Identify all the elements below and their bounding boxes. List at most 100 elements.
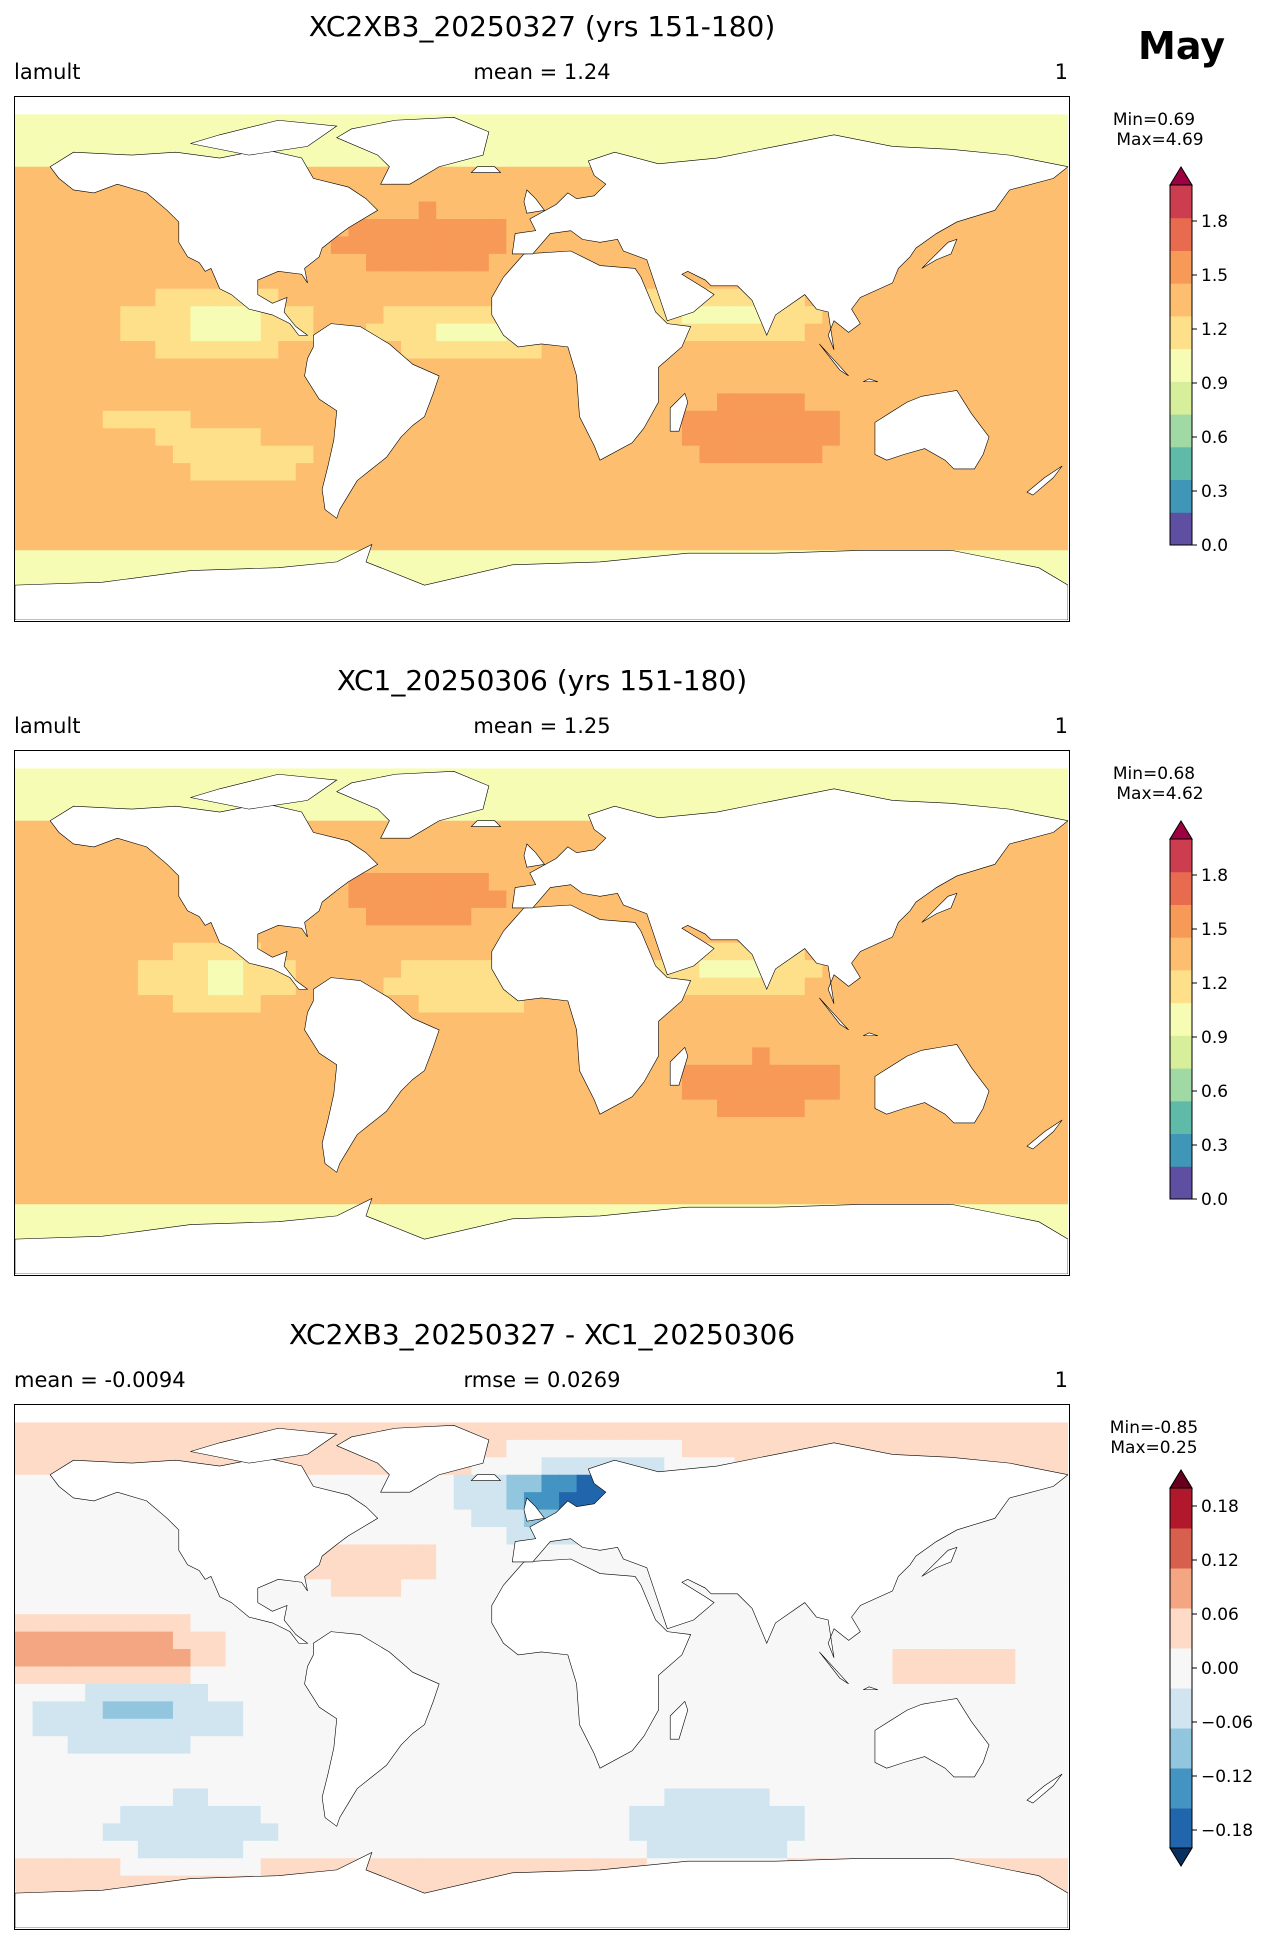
field-cell bbox=[752, 1823, 771, 1842]
field-cell bbox=[1050, 341, 1068, 360]
field-cell bbox=[15, 890, 34, 909]
field-cell bbox=[155, 785, 174, 804]
field-cell bbox=[15, 1457, 34, 1476]
field-cell bbox=[769, 1840, 788, 1859]
field-cell bbox=[734, 1840, 753, 1859]
field-cell bbox=[892, 1805, 911, 1824]
field-cell bbox=[699, 1805, 718, 1824]
field-cell bbox=[594, 1771, 613, 1790]
field-cell bbox=[717, 1683, 736, 1702]
field-cell bbox=[471, 1082, 490, 1101]
field-cell bbox=[541, 1788, 560, 1807]
field-cell bbox=[1032, 873, 1052, 892]
field-cell bbox=[50, 550, 69, 569]
field-cell bbox=[278, 480, 297, 499]
field-cell bbox=[155, 1204, 174, 1223]
field-cell bbox=[436, 873, 455, 892]
field-cell bbox=[699, 1422, 718, 1441]
field-cell bbox=[857, 497, 876, 516]
field-cell bbox=[208, 1064, 227, 1083]
field-cell bbox=[839, 1771, 858, 1790]
field-cell bbox=[260, 1631, 279, 1650]
field-cell bbox=[471, 1561, 490, 1580]
field-cell bbox=[453, 1823, 472, 1842]
field-cell bbox=[155, 1099, 174, 1118]
field-cell bbox=[471, 253, 490, 272]
field-cell bbox=[752, 463, 771, 482]
field-cell bbox=[208, 1134, 227, 1153]
field-cell bbox=[172, 1771, 192, 1790]
field-cell bbox=[190, 1649, 209, 1668]
field-cell bbox=[137, 1614, 156, 1633]
field-cell bbox=[243, 1012, 262, 1031]
field-cell bbox=[506, 149, 525, 168]
field-cell bbox=[1032, 1805, 1052, 1824]
field-cell bbox=[488, 1422, 507, 1441]
field-cell bbox=[137, 925, 156, 944]
field-cell bbox=[962, 1012, 981, 1031]
field-cell bbox=[980, 515, 999, 534]
field-cell bbox=[664, 1082, 683, 1101]
field-cell bbox=[295, 1186, 314, 1205]
field-cell bbox=[401, 1099, 420, 1118]
field-cell bbox=[752, 995, 771, 1014]
field-cell bbox=[997, 1649, 1016, 1668]
field-cell bbox=[190, 515, 209, 534]
field-cell bbox=[559, 114, 578, 133]
field-cell bbox=[734, 1614, 753, 1633]
field-cell bbox=[892, 1117, 911, 1136]
field-cell bbox=[120, 219, 139, 238]
field-cell bbox=[453, 995, 472, 1014]
field-cell bbox=[436, 1561, 455, 1580]
field-cell bbox=[594, 114, 613, 133]
field-cell bbox=[32, 1134, 51, 1153]
field-cell bbox=[102, 393, 121, 412]
field-cell bbox=[137, 1204, 156, 1223]
field-cell bbox=[137, 873, 156, 892]
field-cell bbox=[32, 1492, 51, 1511]
field-cell bbox=[629, 1840, 648, 1859]
field-cell bbox=[401, 1631, 420, 1650]
field-cell bbox=[15, 393, 34, 412]
field-cell bbox=[506, 1099, 525, 1118]
field-cell bbox=[208, 410, 227, 429]
field-cell bbox=[1032, 410, 1052, 429]
field-cell bbox=[559, 768, 578, 787]
field-cell bbox=[172, 1012, 192, 1031]
field-cell bbox=[541, 1134, 560, 1153]
field-cell bbox=[15, 1579, 34, 1598]
field-cell bbox=[717, 1012, 736, 1031]
field-cell bbox=[50, 1492, 69, 1511]
field-cell bbox=[278, 1151, 297, 1170]
field-cell bbox=[857, 1649, 876, 1668]
field-cell bbox=[699, 785, 718, 804]
field-cell bbox=[85, 393, 104, 412]
field-cell bbox=[717, 1701, 736, 1720]
field-cell bbox=[401, 1579, 420, 1598]
field-cell bbox=[225, 1753, 244, 1772]
field-cell bbox=[804, 1666, 823, 1685]
field-cell bbox=[523, 149, 543, 168]
field-cell bbox=[172, 995, 192, 1014]
field-cell bbox=[910, 1649, 929, 1668]
field-cell bbox=[559, 1099, 578, 1118]
field-cell bbox=[50, 1151, 69, 1170]
field-cell bbox=[120, 306, 139, 325]
field-cell bbox=[664, 785, 683, 804]
field-cell bbox=[32, 1047, 51, 1066]
field-cell bbox=[383, 1788, 402, 1807]
field-cell bbox=[962, 515, 981, 534]
field-cell bbox=[208, 1649, 227, 1668]
field-cell bbox=[15, 855, 34, 874]
field-cell bbox=[594, 480, 613, 499]
field-cell bbox=[699, 960, 718, 979]
field-cell bbox=[1050, 890, 1068, 909]
field-cell bbox=[506, 1840, 525, 1859]
field-cell bbox=[383, 550, 402, 569]
field-cell bbox=[102, 785, 121, 804]
field-cell bbox=[67, 341, 86, 360]
field-cell bbox=[488, 855, 507, 874]
field-cell bbox=[559, 1186, 578, 1205]
field-cell bbox=[85, 1788, 104, 1807]
landmass-9 bbox=[863, 1033, 878, 1036]
